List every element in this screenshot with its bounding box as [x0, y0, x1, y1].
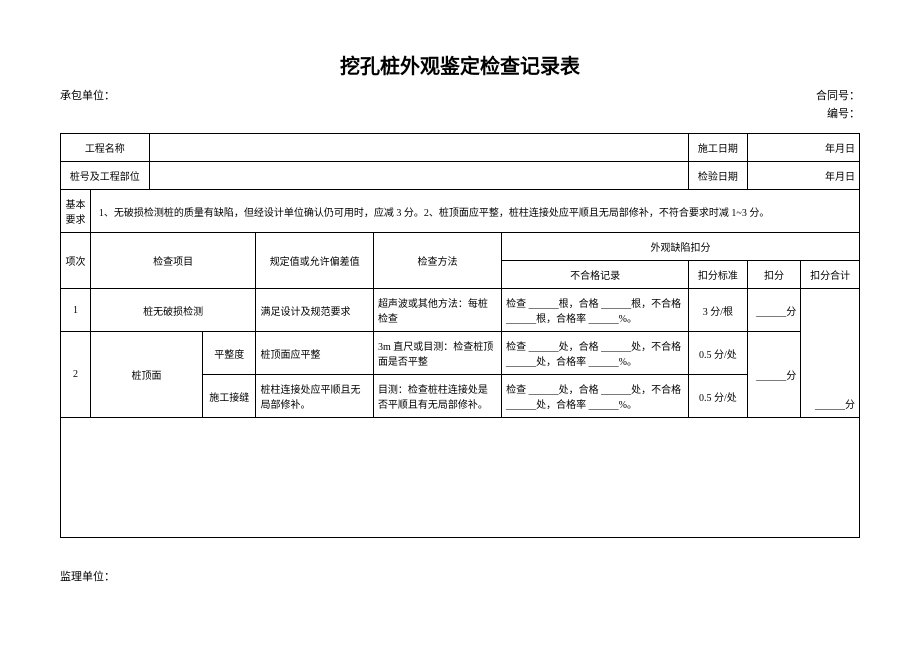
row1-record: 检查 ______根，合格 ______根，不合格 ______根，合格率 __… — [502, 289, 689, 332]
row1-deduct: ______分 — [747, 289, 800, 332]
row3-record: 检查 ______处，合格 ______处，不合格 ______处，合格率 __… — [502, 375, 689, 418]
inspection-date-label: 检验日期 — [689, 162, 748, 190]
row2-item-group: 桩顶面 — [90, 332, 202, 418]
row1-item: 桩无破损检测 — [90, 289, 256, 332]
th-check-item: 检查项目 — [90, 233, 256, 289]
row3-method: 目测：检查桩柱连接处是否平顺且有无局部修补。 — [373, 375, 501, 418]
row2-subitem: 平整度 — [203, 332, 256, 375]
row3-subitem: 施工接缝 — [203, 375, 256, 418]
th-fail-record: 不合格记录 — [502, 261, 689, 289]
inspection-table: 工程名称 施工日期 年月日 桩号及工程部位 检验日期 年月日 基本要求 1、无破… — [60, 133, 860, 538]
th-item-no: 项次 — [61, 233, 91, 289]
info-row-2: 桩号及工程部位 检验日期 年月日 — [61, 162, 860, 190]
table-header-row-1: 项次 检查项目 规定值或允许偏差值 检查方法 外观缺陷扣分 — [61, 233, 860, 261]
contract-no-label: 合同号： — [740, 87, 860, 103]
row2-no: 2 — [61, 332, 91, 418]
contractor-label: 承包单位： — [60, 87, 115, 103]
row1-no: 1 — [61, 289, 91, 332]
document-title: 挖孔桩外观鉴定检查记录表 — [60, 50, 860, 79]
pile-no-value — [149, 162, 688, 190]
empty-row — [61, 418, 860, 538]
construction-date-label: 施工日期 — [689, 134, 748, 162]
basic-req-text: 1、无破损检测桩的质量有缺陷，但经设计单位确认仍可用时，应减 3 分。2、桩顶面… — [90, 190, 859, 233]
serial-no-label: 编号： — [740, 105, 860, 121]
th-deduct-std: 扣分标准 — [689, 261, 748, 289]
footer-supervisor: 监理单位： — [60, 568, 860, 584]
data-row-2: 2 桩顶面 平整度 桩顶面应平整 3m 直尺或目测：检查桩顶面是否平整 检查 _… — [61, 332, 860, 375]
row2-record: 检查 ______处，合格 ______处，不合格 ______处，合格率 __… — [502, 332, 689, 375]
row3-spec: 桩柱连接处应平顺且无局部修补。 — [256, 375, 373, 418]
info-row-1: 工程名称 施工日期 年月日 — [61, 134, 860, 162]
th-deduct-total: 扣分合计 — [801, 261, 860, 289]
project-name-label: 工程名称 — [61, 134, 150, 162]
deduct-total-cell: ______分 — [801, 289, 860, 418]
header-row-2: 编号： — [60, 105, 860, 121]
inspection-date-value: 年月日 — [747, 162, 859, 190]
basic-req-label: 基本要求 — [61, 190, 91, 233]
row3-std: 0.5 分/处 — [689, 375, 748, 418]
header-row-1: 承包单位： 合同号： — [60, 87, 860, 103]
row2-std: 0.5 分/处 — [689, 332, 748, 375]
th-check-method: 检查方法 — [373, 233, 501, 289]
row1-std: 3 分/根 — [689, 289, 748, 332]
th-deduct: 扣分 — [747, 261, 800, 289]
row1-spec: 满足设计及规范要求 — [256, 289, 373, 332]
row2-method: 3m 直尺或目测：检查桩顶面是否平整 — [373, 332, 501, 375]
construction-date-value: 年月日 — [747, 134, 859, 162]
th-spec-value: 规定值或允许偏差值 — [256, 233, 373, 289]
basic-req-row: 基本要求 1、无破损检测桩的质量有缺陷，但经设计单位确认仍可用时，应减 3 分。… — [61, 190, 860, 233]
data-row-1: 1 桩无破损检测 满足设计及规范要求 超声波或其他方法：每桩检查 检查 ____… — [61, 289, 860, 332]
row2-spec: 桩顶面应平整 — [256, 332, 373, 375]
row2-deduct: ______分 — [747, 332, 800, 418]
th-defect-deduct: 外观缺陷扣分 — [502, 233, 860, 261]
pile-no-label: 桩号及工程部位 — [61, 162, 150, 190]
empty-cell — [61, 418, 860, 538]
row1-method: 超声波或其他方法：每桩检查 — [373, 289, 501, 332]
project-name-value — [149, 134, 688, 162]
